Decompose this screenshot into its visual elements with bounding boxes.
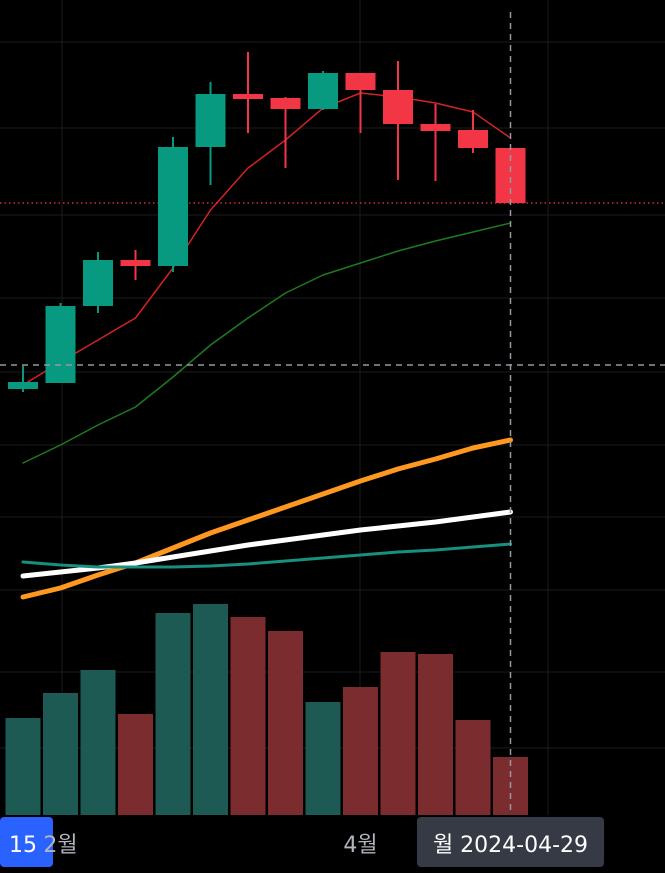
volume-bar <box>268 631 303 815</box>
candle-body <box>345 73 376 90</box>
volume-bar <box>155 613 191 815</box>
volume-bar <box>118 714 153 815</box>
candle-body <box>233 94 263 99</box>
candle-body <box>195 94 226 147</box>
candle-body <box>45 306 76 383</box>
candle-body <box>158 147 188 266</box>
volume-bar <box>380 652 416 815</box>
candle-body <box>270 98 301 109</box>
volume-bar <box>418 654 453 815</box>
moving-average-line <box>21 542 512 569</box>
volume-bar <box>193 604 228 815</box>
candle-body <box>420 124 451 131</box>
moving-average-line <box>20 437 513 600</box>
candle-body <box>83 260 113 306</box>
volume-bar <box>80 670 116 815</box>
x-label-box <box>0 817 53 867</box>
candle-body <box>308 73 338 109</box>
candle-body <box>383 90 413 124</box>
volume-bar <box>43 693 78 815</box>
moving-average-line <box>22 222 512 464</box>
volume-bar <box>343 687 378 815</box>
moving-average-line <box>22 92 512 386</box>
x-label-box <box>416 817 605 867</box>
x-tick-label: 4월 <box>343 833 377 858</box>
x-tick-label: 15 <box>9 833 37 858</box>
candle-body <box>8 382 38 389</box>
volume-bar <box>5 718 41 815</box>
candle-body <box>458 130 488 148</box>
x-tick-label: 월 2024-04-29 <box>433 833 588 858</box>
volume-bar <box>230 617 266 815</box>
volume-bar <box>455 720 491 815</box>
x-tick-label: 2월 <box>43 833 77 858</box>
volume-bar <box>305 702 341 815</box>
candle-body <box>120 260 151 266</box>
